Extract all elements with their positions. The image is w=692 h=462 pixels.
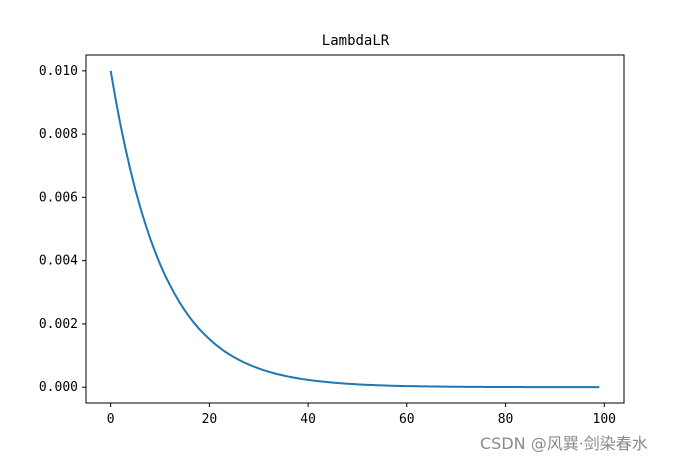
watermark-text: CSDN @风巽·剑染春水 — [480, 434, 648, 453]
y-tick-label: 0.010 — [39, 64, 78, 79]
series-line — [109, 70, 600, 389]
y-tick-label: 0.000 — [39, 380, 78, 395]
x-tick-label: 20 — [202, 412, 218, 427]
y-tick-label: 0.002 — [39, 317, 78, 332]
x-tick-label: 40 — [300, 412, 316, 427]
x-tick-label: 100 — [593, 412, 616, 427]
y-tick-label: 0.008 — [39, 127, 78, 142]
y-tick-label: 0.004 — [39, 254, 78, 269]
y-axis: 0.000 0.002 0.004 0.006 0.008 0.010 — [39, 64, 86, 395]
chart-title: LambdaLR — [322, 33, 390, 49]
x-tick-label: 0 — [107, 412, 115, 427]
series-layer — [109, 70, 600, 389]
y-tick-label: 0.006 — [39, 190, 78, 205]
plot-area-frame — [85, 54, 625, 404]
x-axis: 0 20 40 60 80 100 — [107, 403, 616, 427]
x-tick-label: 60 — [399, 412, 415, 427]
x-tick-label: 80 — [498, 412, 514, 427]
